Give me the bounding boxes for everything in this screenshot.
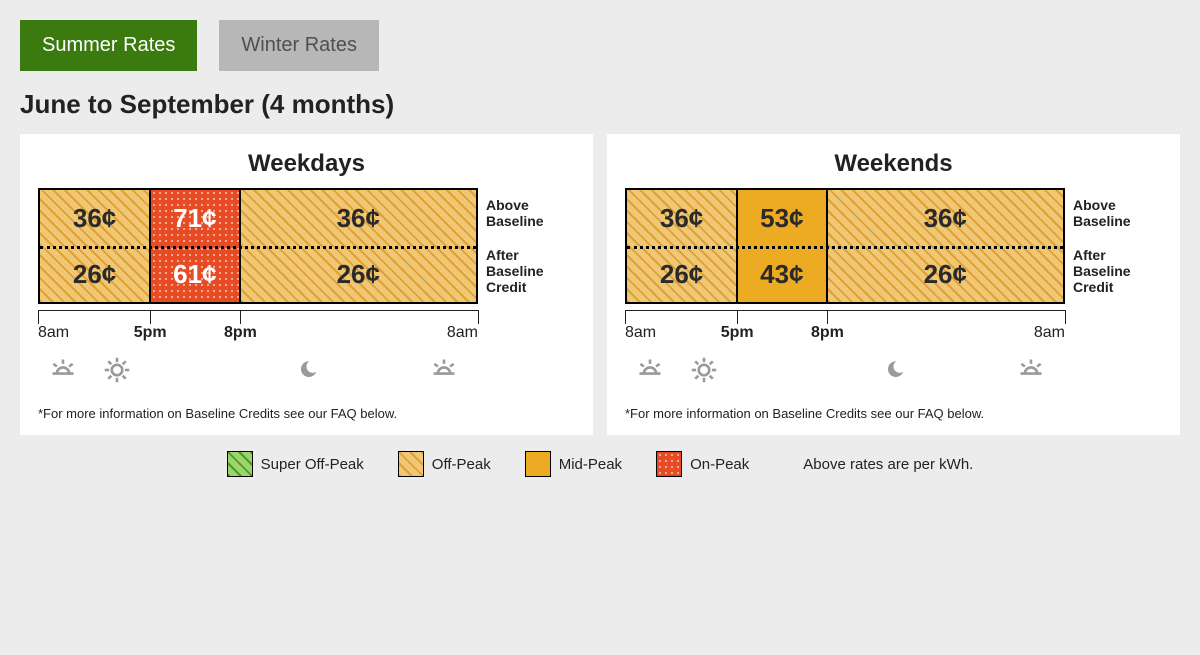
rate-value: 26¢: [660, 259, 703, 290]
label-after-baseline-credit: AfterBaselineCredit: [1073, 247, 1131, 295]
time-axis: 8am5pm8pm8am: [38, 310, 478, 328]
axis-tick-label: 5pm: [721, 324, 754, 342]
rate-cell: 71¢: [151, 190, 240, 246]
legend-label: Super Off-Peak: [261, 456, 364, 473]
rate-value: 26¢: [924, 259, 967, 290]
rate-value: 53¢: [760, 203, 803, 234]
rate-cell: 43¢: [738, 246, 827, 302]
legend-swatch: [398, 451, 424, 477]
moon-icon: [882, 356, 914, 389]
rate-cell: 36¢: [828, 190, 1063, 246]
legend-swatch: [227, 451, 253, 477]
axis-tick-label: 8am: [447, 324, 478, 342]
footnote: *For more information on Baseline Credit…: [38, 406, 575, 421]
rate-value: 36¢: [924, 203, 967, 234]
rate-panels: Weekdays36¢71¢36¢26¢61¢26¢AboveBaselineA…: [20, 134, 1180, 435]
label-after-baseline-credit: AfterBaselineCredit: [486, 247, 544, 295]
rate-cell: 26¢: [40, 246, 151, 302]
legend-label: On-Peak: [690, 456, 749, 473]
axis-tick-label: 8am: [1034, 324, 1065, 342]
rate-grid: 36¢ 71¢ 36¢ 26¢ 61¢ 26¢: [38, 188, 478, 304]
rate-value: 43¢: [760, 259, 803, 290]
rate-cell: 26¢: [828, 246, 1063, 302]
tab-winter-rates[interactable]: Winter Rates: [219, 20, 379, 71]
label-above-baseline: AboveBaseline: [1073, 197, 1131, 229]
rate-value: 26¢: [337, 259, 380, 290]
rate-value: 36¢: [73, 203, 116, 234]
axis-tick-label: 8pm: [811, 324, 844, 342]
sun-icon: [101, 356, 133, 389]
sunrise-icon: [47, 356, 79, 389]
legend-item-off: Off-Peak: [398, 451, 491, 477]
legend-item-mid: Mid-Peak: [525, 451, 622, 477]
rate-cell: 36¢: [627, 190, 738, 246]
rate-value: 71¢: [173, 203, 216, 234]
legend-item-super: Super Off-Peak: [227, 451, 364, 477]
panel-title: Weekends: [625, 150, 1162, 178]
label-above-baseline: AboveBaseline: [486, 197, 544, 229]
time-icons: [38, 356, 478, 396]
panel-weekdays: Weekdays36¢71¢36¢26¢61¢26¢AboveBaselineA…: [20, 134, 593, 435]
sunrise-icon: [428, 356, 460, 389]
tab-summer-rates[interactable]: Summer Rates: [20, 20, 197, 71]
legend-label: Mid-Peak: [559, 456, 622, 473]
period-heading: June to September (4 months): [20, 89, 1180, 120]
moon-icon: [295, 356, 327, 389]
rate-tabs: Summer Rates Winter Rates: [20, 20, 1180, 71]
panel-title: Weekdays: [38, 150, 575, 178]
legend-swatch: [525, 451, 551, 477]
rate-cell: 26¢: [241, 246, 476, 302]
sunrise-icon: [634, 356, 666, 389]
rate-cell: 61¢: [151, 246, 240, 302]
rate-grid: 36¢ 53¢ 36¢ 26¢ 43¢ 26¢: [625, 188, 1065, 304]
rate-cell: 36¢: [40, 190, 151, 246]
footnote: *For more information on Baseline Credit…: [625, 406, 1162, 421]
time-axis: 8am5pm8pm8am: [625, 310, 1065, 328]
rate-value: 36¢: [660, 203, 703, 234]
rate-cell: 53¢: [738, 190, 827, 246]
panel-weekends: Weekends36¢53¢36¢26¢43¢26¢AboveBaselineA…: [607, 134, 1180, 435]
axis-tick-label: 5pm: [134, 324, 167, 342]
rate-value: 26¢: [73, 259, 116, 290]
legend-label: Off-Peak: [432, 456, 491, 473]
sunrise-icon: [1015, 356, 1047, 389]
axis-tick-label: 8pm: [224, 324, 257, 342]
row-labels: AboveBaseline AfterBaselineCredit: [478, 188, 544, 304]
rate-cell: 26¢: [627, 246, 738, 302]
legend-note: Above rates are per kWh.: [803, 456, 973, 473]
axis-tick-label: 8am: [625, 324, 656, 342]
sun-icon: [688, 356, 720, 389]
row-labels: AboveBaseline AfterBaselineCredit: [1065, 188, 1131, 304]
time-icons: [625, 356, 1065, 396]
rate-value: 61¢: [173, 259, 216, 290]
legend: Super Off-Peak Off-Peak Mid-Peak On-Peak Abo…: [20, 451, 1180, 477]
legend-swatch: [656, 451, 682, 477]
legend-item-on: On-Peak: [656, 451, 749, 477]
rate-value: 36¢: [337, 203, 380, 234]
rate-cell: 36¢: [241, 190, 476, 246]
axis-tick-label: 8am: [38, 324, 69, 342]
